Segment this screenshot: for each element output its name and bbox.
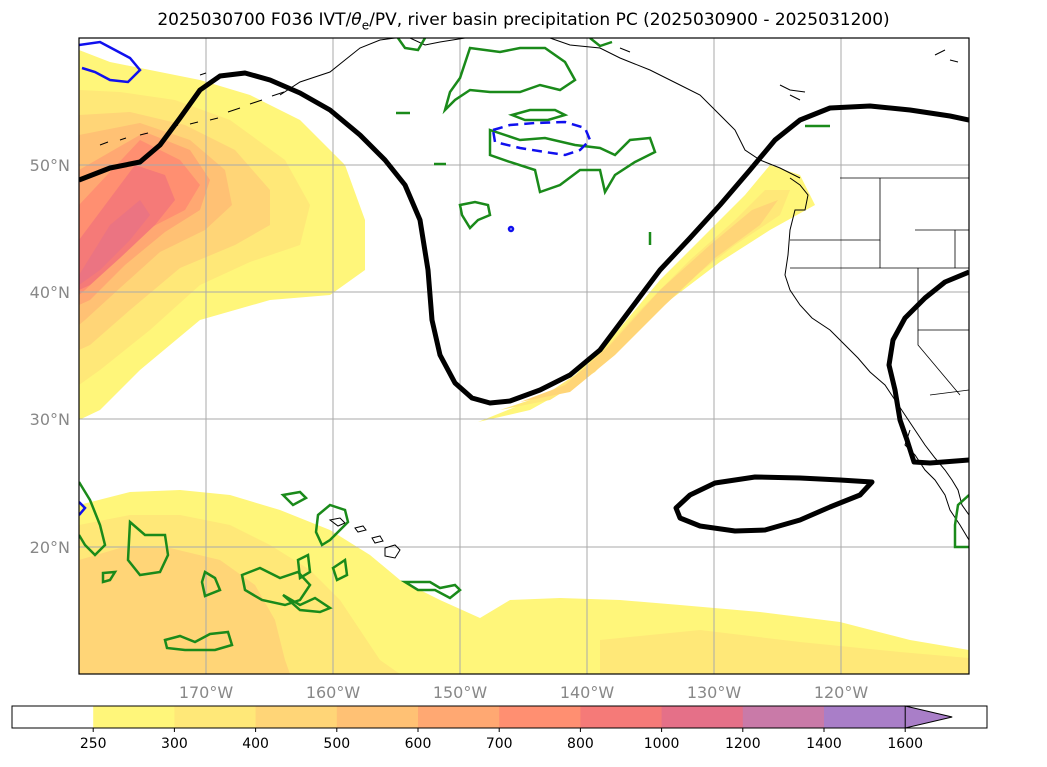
lat-label-40: 40°N xyxy=(30,283,70,302)
lat-label-50: 50°N xyxy=(30,156,70,175)
coast-us-west xyxy=(784,177,969,516)
colorbar-tick-label: 300 xyxy=(161,736,188,752)
pv-green-cluster-f xyxy=(296,553,312,581)
pv-blue-dot xyxy=(507,225,515,233)
pv-green-west-b xyxy=(126,519,170,577)
coast-alaska xyxy=(279,38,801,179)
colorbar-swatch xyxy=(661,706,744,728)
colorbar-swatch xyxy=(824,706,906,728)
colorbar-tick-label: 400 xyxy=(242,736,269,752)
pv-green-cluster-d xyxy=(163,630,234,652)
pv-green-small-oval xyxy=(508,108,569,122)
pv-contours-green xyxy=(79,38,969,652)
colorbar-tick-label: 250 xyxy=(80,736,107,752)
longitude-labels: 170°W 160°W 150°W 140°W 130°W 120°W xyxy=(179,683,869,702)
coast-hawaii xyxy=(328,517,401,559)
pv-blue-west xyxy=(79,501,87,516)
colorbar-swatch xyxy=(336,706,419,728)
colorbar-swatch xyxy=(12,706,94,728)
ivt-south-400 xyxy=(79,548,290,674)
pv-green-cluster-g xyxy=(280,490,309,507)
pv-green-mid xyxy=(458,200,492,231)
pv-green-top xyxy=(396,38,613,52)
colorbar-swatch xyxy=(255,706,338,728)
colorbar-tick-label: 1600 xyxy=(887,736,923,752)
pv-green-cluster-b xyxy=(240,566,312,607)
pv-blue-dashed xyxy=(491,120,592,157)
lat-label-20: 20°N xyxy=(30,538,70,557)
theta-e-contour xyxy=(79,70,969,534)
pv-green-east xyxy=(953,494,969,549)
pv-green-cluster-h xyxy=(331,557,349,582)
coast-baja xyxy=(904,429,969,541)
theta-contour-east xyxy=(886,269,969,466)
colorbar-tick-labels: 250 300 400 500 600 700 800 1000 1200 1400 1600 xyxy=(80,728,923,752)
pv-contours-blue xyxy=(79,40,592,516)
colorbar-tick-label: 1200 xyxy=(725,736,761,752)
title-theta: θ xyxy=(351,10,362,30)
colorbar-swatch xyxy=(499,706,581,728)
coastlines xyxy=(99,38,969,559)
colorbar-tick-label: 1000 xyxy=(644,736,680,752)
coast-islands xyxy=(199,47,959,101)
colorbar-tick-label: 800 xyxy=(567,736,594,752)
lat-label-30: 30°N xyxy=(30,410,70,429)
colorbar-swatch xyxy=(418,706,500,728)
colorbar-tick-label: 1400 xyxy=(806,736,842,752)
pv-green-dash1 xyxy=(396,111,830,245)
theta-contour-loop xyxy=(673,474,875,534)
pv-green-gulf-a xyxy=(442,46,577,115)
title-suffix: /PV, river basin precipitation PC (20250… xyxy=(369,10,890,30)
pv-green-cluster-i xyxy=(400,580,462,600)
pv-green-cluster-a xyxy=(200,570,222,598)
ivt-shading xyxy=(79,50,969,674)
ivt-nw-1200 xyxy=(79,200,150,285)
colorbar-extend-arrow xyxy=(904,705,953,729)
colorbar-tick-label: 700 xyxy=(486,736,513,752)
lon-label-160w: 160°W xyxy=(306,683,361,702)
lon-label-170w: 170°W xyxy=(179,683,234,702)
colorbar-tick-label: 500 xyxy=(323,736,350,752)
pv-blue-nw xyxy=(79,40,142,84)
lon-label-150w: 150°W xyxy=(433,683,488,702)
colorbar: 250 300 400 500 600 700 800 1000 1200 1400 1600 xyxy=(11,705,988,752)
title-theta-sub: e xyxy=(361,18,370,33)
map-title: 2025030700 F036 IVT/θe/PV, river basin p… xyxy=(0,10,1047,32)
pv-green-west-c xyxy=(101,570,118,584)
pv-green-gulf-b xyxy=(488,128,657,196)
ivt-south-300b xyxy=(600,630,969,674)
map-frame xyxy=(78,37,970,675)
lon-label-120w: 120°W xyxy=(814,683,869,702)
lon-label-140w: 140°W xyxy=(560,683,615,702)
colorbar-swatch xyxy=(93,706,175,728)
latitude-labels: 50°N 40°N 30°N 20°N xyxy=(30,156,70,557)
colorbar-tick-label: 600 xyxy=(405,736,432,752)
theta-contour-main xyxy=(79,70,969,406)
map-plot-area xyxy=(79,38,969,674)
colorbar-swatch xyxy=(174,706,257,728)
pv-green-cluster-e xyxy=(314,503,350,547)
state-borders xyxy=(790,177,969,396)
colorbar-swatches xyxy=(12,706,906,728)
pv-green-cluster-c xyxy=(282,593,333,614)
title-prefix: 2025030700 F036 IVT/ xyxy=(157,10,352,30)
lon-label-130w: 130°W xyxy=(687,683,742,702)
colorbar-swatch xyxy=(742,706,825,728)
pv-green-west-a xyxy=(79,481,107,557)
colorbar-swatch xyxy=(580,706,663,728)
